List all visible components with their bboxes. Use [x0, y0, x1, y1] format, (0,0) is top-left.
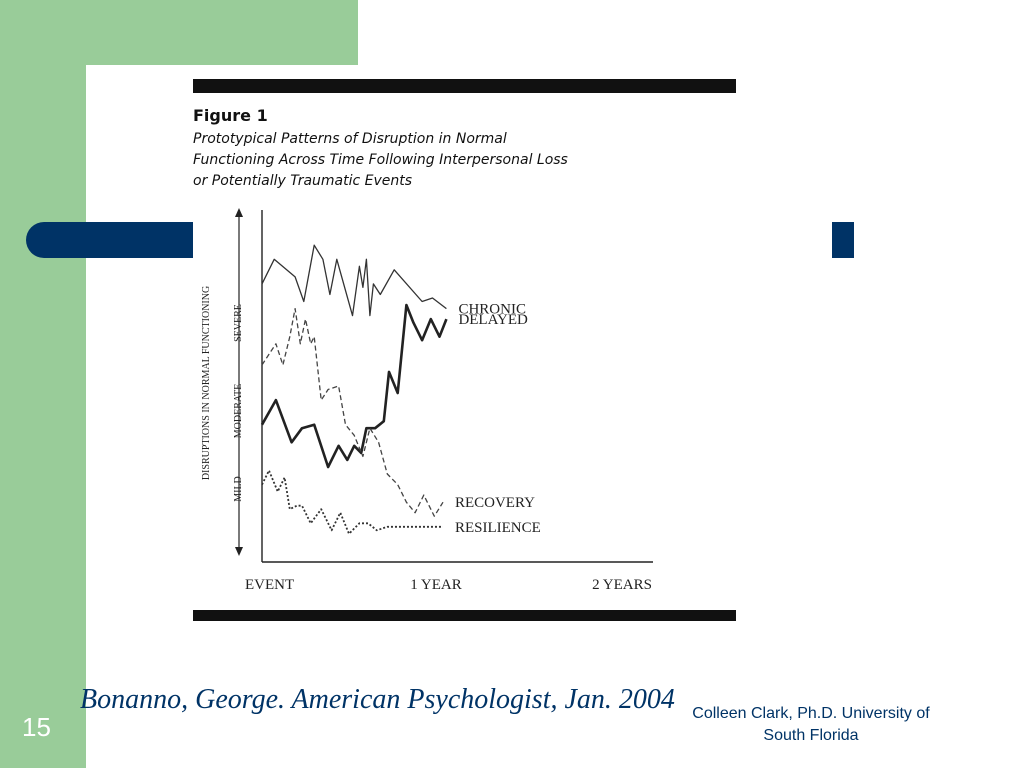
navy-accent-bar: [26, 222, 216, 258]
y-axis-arrow-down: [235, 547, 243, 556]
author-line-2: South Florida: [763, 727, 859, 744]
figure-title: Figure 1: [193, 106, 268, 125]
series-label-recovery: RECOVERY: [455, 495, 535, 511]
figure-subtitle-line-1: Prototypical Patterns of Disruption in N…: [193, 131, 507, 147]
figure-subtitle-line-2: Functioning Across Time Following Interp…: [193, 152, 568, 168]
navy-accent-square: [832, 222, 854, 258]
series-line-resilience: [261, 469, 443, 535]
series-label-delayed: DELAYED: [458, 312, 528, 328]
figure-image: Figure 1 Prototypical Patterns of Disrup…: [193, 65, 736, 625]
author-footer: Colleen Clark, Ph.D. University of South…: [650, 703, 972, 747]
y-axis-arrow-up: [235, 208, 243, 217]
y-level-label-mild: MILD: [233, 476, 244, 502]
green-sidebar-band: [0, 0, 86, 768]
series-label-resilience: RESILIENCE: [455, 520, 541, 536]
slide-number: 15: [22, 712, 51, 742]
figure-top-rule: [193, 79, 736, 93]
citation-text: Bonanno, George. American Psychologist, …: [80, 684, 675, 715]
figure-bottom-rule: [193, 610, 736, 621]
series-line-recovery: [261, 307, 444, 517]
bonanno-figure-chart: Figure 1 Prototypical Patterns of Disrup…: [193, 79, 736, 621]
y-level-label-moderate: MODERATE: [233, 384, 244, 438]
series-line-delayed: [260, 303, 448, 469]
series-label-chronic: CHRONIC: [458, 302, 526, 318]
author-line-1: Colleen Clark, Ph.D. University of: [692, 705, 930, 722]
figure-subtitle-line-3: or Potentially Traumatic Events: [193, 173, 412, 189]
series-line-chronic: [261, 244, 447, 317]
x-tick-label-1: 1 YEAR: [410, 577, 462, 593]
y-level-label-severe: SEVERE: [233, 304, 244, 342]
y-axis-label: DISRUPTIONS IN NORMAL FUNCTIONING: [201, 286, 212, 480]
green-top-band: [0, 0, 358, 65]
x-tick-label-0: EVENT: [245, 577, 294, 593]
x-tick-label-2: 2 YEARS: [592, 577, 652, 593]
